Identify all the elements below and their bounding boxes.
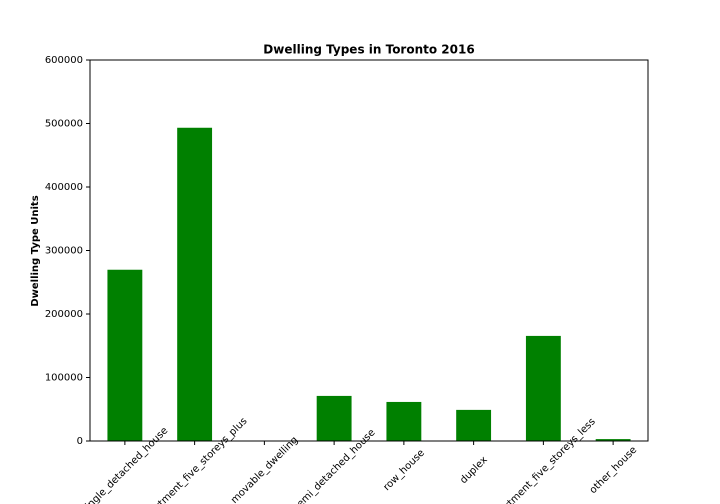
bar [386,401,422,441]
x-tick-label: movable_dwelling [229,435,300,504]
y-tick-label: 300000 [45,246,83,257]
x-tick-label: row_house [381,448,427,494]
bar [595,439,631,441]
y-axis-label: Dwelling Type Units [30,195,41,306]
plot-frame [89,59,649,442]
chart-title: Dwelling Types in Toronto 2016 [263,43,474,57]
bar [177,127,213,441]
y-tick-label: 400000 [45,182,83,193]
x-tick-label: duplex [458,454,490,486]
bar [456,409,492,441]
y-tick-label: 0 [77,436,83,447]
y-tick-label: 100000 [45,373,83,384]
bar [107,269,143,441]
x-tick-label: other_house [588,445,639,496]
bar [316,395,352,441]
bar [525,335,561,441]
y-tick-label: 500000 [45,119,83,130]
y-tick-label: 200000 [45,309,83,320]
y-tick-label: 600000 [45,55,83,66]
